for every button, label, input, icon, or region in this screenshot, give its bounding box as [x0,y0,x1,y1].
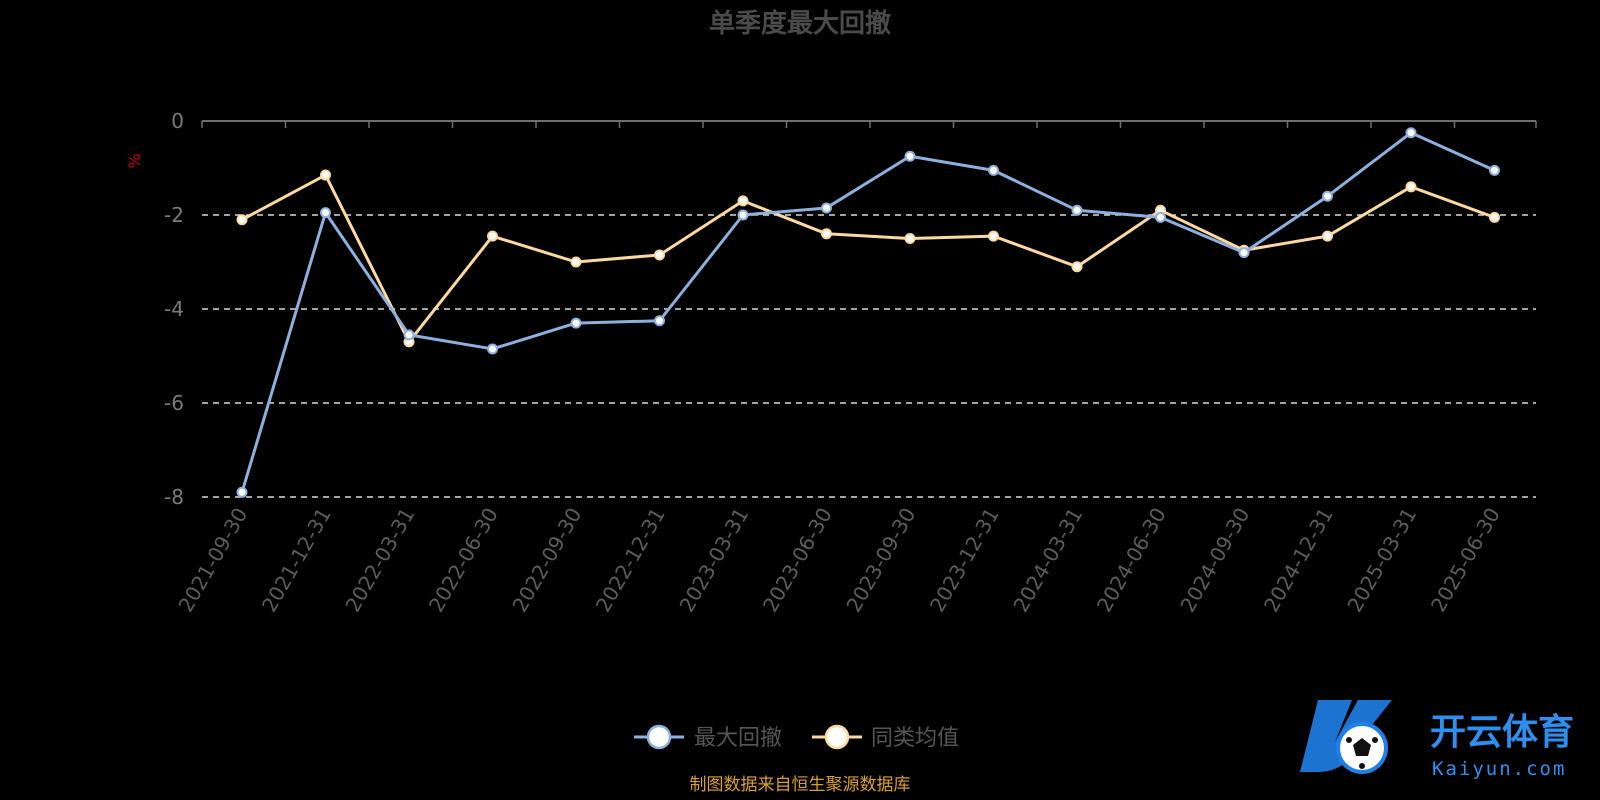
data-point[interactable] [1238,247,1250,259]
y-tick-label: 0 [171,109,184,133]
y-tick-labels: 0 -2 -4 -6 -8 [164,109,184,509]
series-1 [236,127,1500,498]
legend-item[interactable]: 同类均值 [812,724,959,751]
legend-label: 同类均值 [871,726,959,751]
data-point[interactable] [821,202,832,214]
data-point[interactable] [737,209,749,221]
ball-icon [1300,700,1392,774]
watermark-logo: 开云体育 Kaiyun.com [1300,700,1574,780]
x-tick-label: 2023-12-31 [925,504,1004,617]
data-point[interactable] [904,233,916,244]
series-line [241,173,1496,344]
axes [201,120,1537,128]
x-tick-label: 2023-09-30 [841,504,920,617]
data-point[interactable] [1071,261,1083,273]
data-point[interactable] [320,207,331,219]
x-tick-label: 2024-12-31 [1259,504,1338,617]
data-point[interactable] [1489,211,1500,223]
data-point[interactable] [904,150,916,162]
data-point[interactable] [1322,230,1333,242]
data-point[interactable] [654,249,665,261]
watermark-brand-en: Kaiyun.com [1432,758,1566,780]
y-tick-label: -6 [164,391,184,415]
y-tick-label: -8 [164,485,184,509]
x-tick-label: 2025-03-31 [1342,504,1421,617]
data-point[interactable] [487,230,498,242]
data-point[interactable] [403,329,415,341]
x-tick-label: 2021-09-30 [173,504,252,617]
x-tick-label: 2021-12-31 [257,504,336,617]
data-point[interactable] [320,169,331,181]
x-tick-label: 2022-06-30 [424,504,503,617]
x-tick-label: 2023-03-31 [674,504,753,617]
data-point[interactable] [570,317,582,329]
data-point[interactable] [988,230,999,242]
data-point[interactable] [487,343,498,355]
y-axis-label: % [125,153,144,168]
y-tick-label: -2 [164,203,184,227]
x-tick-label: 2022-03-31 [340,504,419,617]
legend-item[interactable]: 最大回撤 [634,724,782,751]
legend-label: 最大回撤 [694,726,782,751]
legend: 最大回撤 同类均值 [634,724,959,751]
data-point[interactable] [821,228,832,240]
x-tick-labels: 2021-09-30 2021-12-31 2022-03-31 2022-06-30… [173,504,1504,617]
data-point[interactable] [236,214,248,226]
x-tick-label: 2025-06-30 [1426,504,1505,617]
x-tick-label: 2022-09-30 [507,504,586,617]
data-point[interactable] [988,164,999,176]
grid-lines [202,214,1536,498]
legend-marker [824,724,850,750]
x-tick-label: 2024-03-31 [1008,504,1087,617]
series-line [240,131,1496,493]
x-tick-label: 2023-06-30 [758,504,837,617]
x-tick-label: 2024-06-30 [1092,504,1171,617]
data-point[interactable] [1322,190,1333,202]
series-2 [236,169,1500,348]
legend-marker [646,724,672,750]
data-point[interactable] [1405,127,1417,139]
data-point[interactable] [1071,204,1083,216]
data-point[interactable] [570,256,582,268]
data-point[interactable] [737,195,749,207]
data-point[interactable] [654,315,665,327]
x-tick-label: 2022-12-31 [591,504,670,617]
data-point[interactable] [236,486,248,498]
data-source-note: 制图数据来自恒生聚源数据库 [690,775,911,795]
data-point[interactable] [1489,164,1500,176]
y-tick-label: -4 [164,297,184,321]
data-point[interactable] [1405,181,1417,193]
watermark-brand-cn: 开云体育 [1430,712,1574,753]
chart-title: 单季度最大回撤 [709,8,891,39]
x-tick-label: 2024-09-30 [1175,504,1254,617]
series-layer [236,127,1500,498]
data-point[interactable] [1155,211,1166,223]
